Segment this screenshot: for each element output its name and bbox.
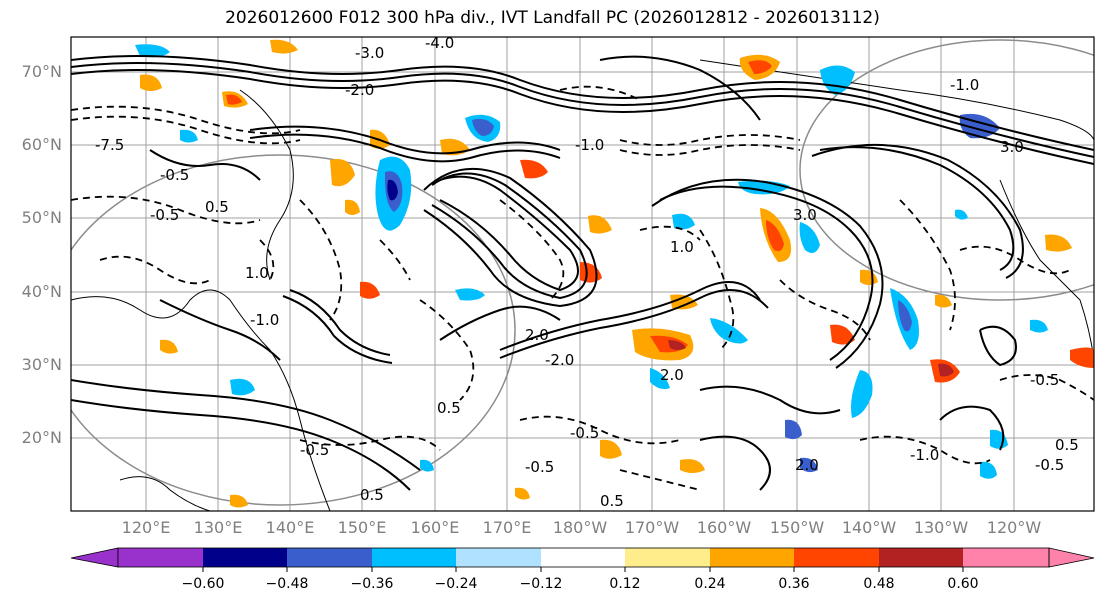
contour-label: -0.5 bbox=[1035, 456, 1064, 474]
colorbar-tick-label: −0.24 bbox=[434, 576, 478, 592]
lon-label: 170°W bbox=[624, 518, 680, 537]
colorbar-tick-label: −0.48 bbox=[265, 576, 309, 592]
contour-label: -2.0 bbox=[345, 81, 374, 99]
coastlines bbox=[71, 59, 1094, 511]
contour-label: -1.0 bbox=[250, 311, 279, 329]
contour-label: -3.0 bbox=[355, 44, 384, 62]
lon-label: 130°W bbox=[913, 518, 969, 537]
colorbar-extend-low bbox=[70, 547, 119, 568]
contour-label: -0.5 bbox=[160, 166, 189, 184]
lat-label: 60°N bbox=[21, 135, 62, 154]
colorbar-extend-high bbox=[1048, 547, 1095, 568]
colorbar-segment bbox=[794, 548, 879, 567]
colorbar-segment bbox=[118, 548, 203, 567]
colorbar-segment bbox=[287, 548, 372, 567]
contour-label: 3.0 bbox=[1000, 138, 1024, 156]
colorbar-segment bbox=[710, 548, 794, 567]
lon-label: 170°E bbox=[482, 518, 532, 537]
lon-label: 180°W bbox=[552, 518, 608, 537]
contour-label: -0.5 bbox=[300, 441, 329, 459]
contour-label: 0.5 bbox=[360, 486, 384, 504]
lon-label: 120°W bbox=[986, 518, 1042, 537]
range-circles bbox=[71, 39, 1094, 506]
lon-label: 150°E bbox=[337, 518, 387, 537]
contour-label: 2.0 bbox=[525, 326, 549, 344]
contour-label: 2.0 bbox=[660, 366, 684, 384]
contour-label: 0.5 bbox=[600, 492, 624, 510]
colorbar-ticks bbox=[202, 567, 964, 572]
colorbar-segment bbox=[372, 548, 456, 567]
colorbar-tick-label: −0.12 bbox=[519, 576, 563, 592]
lon-label: 160°E bbox=[410, 518, 460, 537]
contour-label: -0.5 bbox=[1030, 371, 1059, 389]
contour-label: 0.5 bbox=[437, 399, 461, 417]
lon-label: 130°E bbox=[193, 518, 243, 537]
lon-label: 150°W bbox=[769, 518, 825, 537]
lat-label: 70°N bbox=[21, 62, 62, 81]
contour-label: 0.5 bbox=[1055, 436, 1079, 454]
contour-label: 1.0 bbox=[245, 264, 269, 282]
colorbar bbox=[70, 547, 1095, 572]
lon-label: 120°E bbox=[121, 518, 171, 537]
graticule bbox=[71, 37, 1094, 511]
contour-label: -0.5 bbox=[150, 206, 179, 224]
map-title: 2026012600 F012 300 hPa div., IVT Landfa… bbox=[225, 8, 880, 28]
colorbar-tick-label: 0.24 bbox=[694, 576, 726, 592]
colorbar-segment bbox=[456, 548, 541, 567]
colorbar-segment bbox=[879, 548, 963, 567]
colorbar-segment bbox=[963, 548, 1049, 567]
colorbar-segment bbox=[541, 548, 625, 567]
lat-label: 40°N bbox=[21, 282, 62, 301]
contour-label: -0.5 bbox=[570, 424, 599, 442]
colorbar-segment bbox=[625, 548, 710, 567]
plot-frame bbox=[70, 36, 1095, 512]
colorbar-tick-label: −0.36 bbox=[350, 576, 394, 592]
colorbar-segment bbox=[203, 548, 287, 567]
contour-label: 3.0 bbox=[793, 206, 817, 224]
contour-labels: -3.0 -4.0 -2.0 -1.0 -0.5 0.5 1.0 2.0 3.0… bbox=[95, 34, 1079, 510]
contour-label: 0.5 bbox=[205, 198, 229, 216]
lat-label: 20°N bbox=[21, 428, 62, 447]
colorbar-tick-label: −0.60 bbox=[181, 576, 225, 592]
divergence-shading bbox=[135, 39, 1094, 508]
contour-label: -0.5 bbox=[525, 458, 554, 476]
map-layers: -3.0 -4.0 -2.0 -1.0 -0.5 0.5 1.0 2.0 3.0… bbox=[71, 34, 1094, 511]
colorbar-tick-label: 0.48 bbox=[863, 576, 895, 592]
contour-label: -7.5 bbox=[95, 136, 124, 154]
contour-label: 1.0 bbox=[670, 238, 694, 256]
contour-label: -4.0 bbox=[425, 34, 454, 52]
contour-label: 2.0 bbox=[795, 456, 819, 474]
lat-label: 50°N bbox=[21, 208, 62, 227]
lon-label: 140°E bbox=[265, 518, 315, 537]
dashed-contours bbox=[71, 85, 1094, 491]
lat-label: 30°N bbox=[21, 355, 62, 374]
contour-label: -1.0 bbox=[910, 446, 939, 464]
colorbar-tick-label: 0.12 bbox=[609, 576, 641, 592]
lon-label: 160°W bbox=[696, 518, 752, 537]
colorbar-tick-label: 0.36 bbox=[778, 576, 810, 592]
lon-label: 140°W bbox=[841, 518, 897, 537]
colorbar-tick-label: 0.60 bbox=[947, 576, 979, 592]
contour-label: -1.0 bbox=[950, 76, 979, 94]
contour-label: -1.0 bbox=[575, 136, 604, 154]
solid-contours bbox=[71, 55, 1094, 491]
contour-label: -2.0 bbox=[545, 351, 574, 369]
